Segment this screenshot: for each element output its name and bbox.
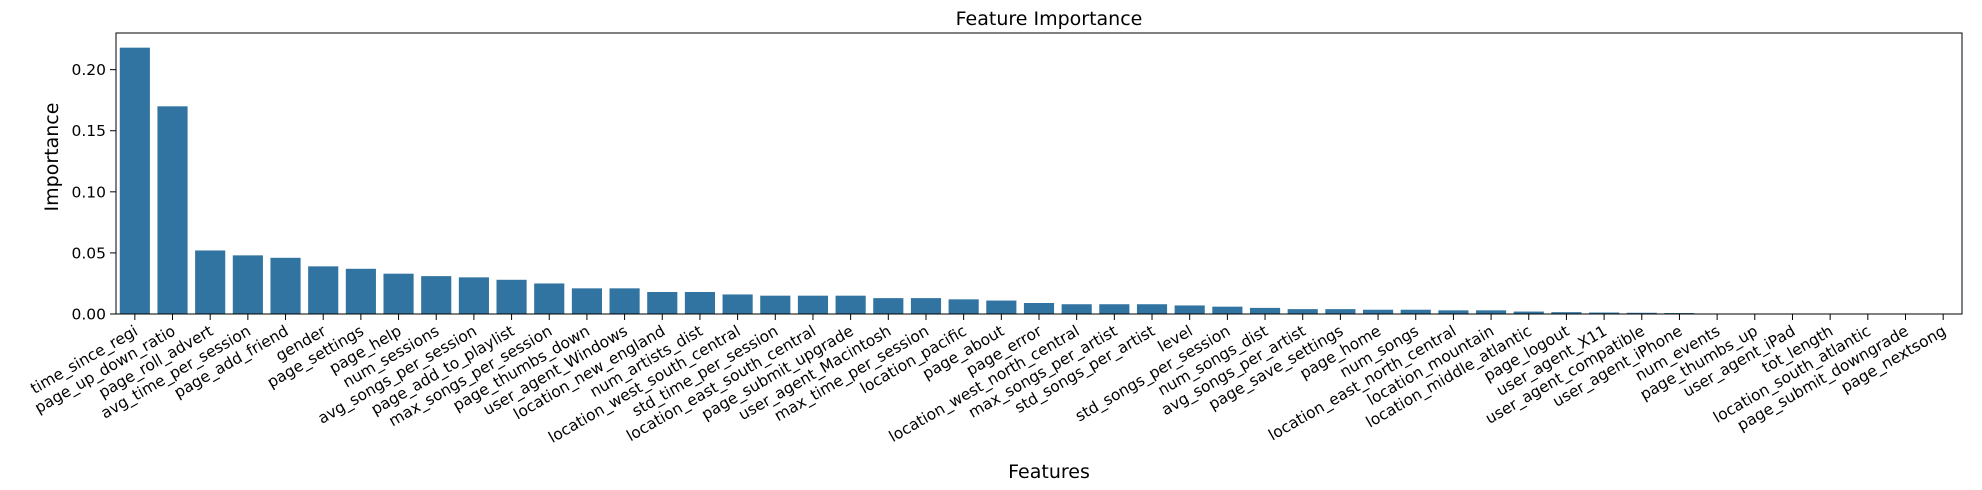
y-axis: 0.00 0.05 0.10 0.15 0.20 bbox=[71, 61, 116, 324]
bar-page_save_settings bbox=[1325, 309, 1356, 314]
bar-page_about bbox=[986, 300, 1017, 314]
bar-user_agent_Macintosh bbox=[873, 298, 904, 314]
bar-page_home bbox=[1362, 309, 1394, 314]
bar-num_sessions bbox=[421, 276, 452, 314]
bar-page_error bbox=[1023, 303, 1055, 314]
y-tick-label: 0.10 bbox=[71, 183, 106, 201]
bar-page_add_friend bbox=[270, 257, 301, 314]
bar-std_time_per_session bbox=[760, 295, 791, 314]
bar-page_help bbox=[383, 273, 414, 314]
bar-user_agent_compatible bbox=[1626, 312, 1657, 314]
bar-page_roll_advert bbox=[195, 250, 226, 314]
bar-max_songs_per_artist bbox=[1099, 304, 1130, 314]
bar-time_since_regi bbox=[119, 47, 150, 315]
bar-location_east_south_central bbox=[797, 295, 829, 314]
bar-page_submit_upgrade bbox=[835, 295, 866, 314]
bar-std_songs_per_artist bbox=[1136, 304, 1168, 314]
y-axis-label: Importance bbox=[41, 103, 63, 212]
bar-location_west_south_central bbox=[722, 294, 753, 314]
bar-page_thumbs_down bbox=[571, 288, 602, 314]
x-axis: time_since_regipage_up_down_ratiopage_ro… bbox=[27, 314, 1950, 448]
chart-title: Feature Importance bbox=[956, 8, 1143, 30]
bar-page_up_down_ratio bbox=[157, 106, 188, 314]
bar-location_pacific bbox=[948, 299, 979, 314]
bar-max_time_per_session bbox=[910, 298, 942, 314]
bar-gender bbox=[308, 266, 339, 314]
plot-frame bbox=[115, 32, 1963, 315]
bar-num_songs_dist bbox=[1249, 307, 1281, 314]
bars-group bbox=[119, 47, 1695, 315]
bar-max_songs_per_session bbox=[534, 283, 565, 314]
bar-location_east_north_central bbox=[1438, 310, 1469, 314]
bar-avg_songs_per_artist bbox=[1287, 309, 1318, 314]
y-tick-label: 0.05 bbox=[71, 244, 106, 262]
bar-page_logout bbox=[1551, 312, 1582, 314]
bar-page_add_to_playlist bbox=[496, 279, 527, 314]
bar-num_songs bbox=[1400, 309, 1431, 314]
bar-level bbox=[1174, 305, 1205, 314]
bar-location_mountain bbox=[1476, 310, 1507, 314]
bar-num_artists_dist bbox=[684, 292, 716, 314]
y-tick-label: 0.00 bbox=[71, 306, 106, 324]
y-tick-label: 0.20 bbox=[71, 61, 106, 79]
bar-page_settings bbox=[345, 268, 376, 314]
y-tick-label: 0.15 bbox=[71, 122, 106, 140]
bar-std_songs_per_session bbox=[1212, 306, 1243, 314]
x-axis-label: Features bbox=[1008, 461, 1090, 483]
bar-location_west_north_central bbox=[1061, 304, 1092, 314]
bar-user_agent_Windows bbox=[609, 288, 640, 314]
bar-avg_time_per_session bbox=[232, 255, 263, 314]
bar-location_middle_atlantic bbox=[1513, 311, 1544, 314]
bar-user_agent_X11 bbox=[1589, 312, 1620, 314]
bar-location_new_england bbox=[647, 292, 678, 314]
bar-avg_songs_per_session bbox=[458, 277, 489, 314]
